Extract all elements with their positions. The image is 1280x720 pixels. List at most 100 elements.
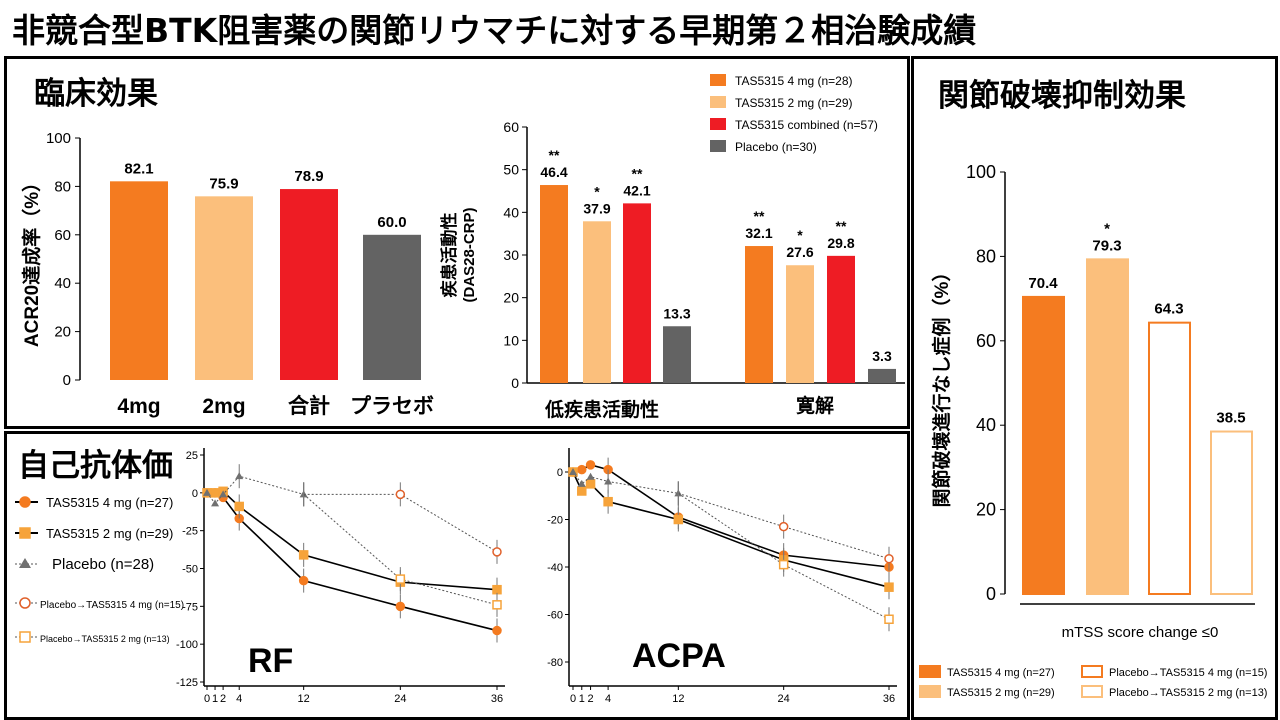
data-point bbox=[884, 582, 894, 592]
y-tick-label: 80 bbox=[54, 178, 71, 195]
y-tick-label: -100 bbox=[176, 639, 198, 651]
significance-mark: * bbox=[594, 183, 600, 199]
x-tick-label: 36 bbox=[491, 693, 503, 705]
data-label: 70.4 bbox=[1028, 275, 1058, 292]
legend-marker bbox=[19, 496, 31, 508]
autoantibody-heading: 自己抗体価 bbox=[18, 448, 173, 484]
data-point bbox=[569, 468, 577, 475]
legend-label: Placebo (n=28) bbox=[52, 556, 154, 573]
data-point bbox=[395, 489, 406, 500]
legend-label: Placebo→TAS5315 2 mg (n=13) bbox=[40, 634, 170, 644]
y-tick-label: 100 bbox=[966, 162, 996, 182]
y-tick-label: 50 bbox=[503, 162, 519, 178]
y-tick-label: 10 bbox=[503, 332, 519, 348]
y-tick-label: 40 bbox=[976, 415, 996, 435]
y-axis-label: (DAS28-CRP) bbox=[461, 207, 478, 302]
legend-label: Placebo (n=30) bbox=[735, 140, 817, 154]
data-point bbox=[234, 501, 244, 512]
x-tick-label: 12 bbox=[298, 693, 310, 705]
bar-3 bbox=[363, 234, 421, 380]
y-tick-label: 0 bbox=[511, 375, 519, 391]
y-tick-label: 0 bbox=[192, 488, 198, 500]
y-axis-label: ACR20達成率（%） bbox=[20, 173, 43, 347]
x-tick-label: 1 bbox=[579, 693, 585, 705]
data-point bbox=[298, 550, 309, 560]
bar-3-1 bbox=[868, 368, 896, 383]
x-tick-label: 12 bbox=[672, 693, 684, 705]
x-tick-label: 2 bbox=[587, 693, 593, 705]
y-tick-label: 60 bbox=[54, 227, 71, 244]
significance-mark: ** bbox=[632, 165, 643, 181]
significance-mark: * bbox=[1104, 220, 1110, 237]
x-tick-label: 0 bbox=[204, 693, 210, 705]
data-label: 37.9 bbox=[583, 200, 610, 216]
legend-marker bbox=[19, 631, 31, 643]
data-label: 64.3 bbox=[1154, 301, 1183, 318]
y-axis-label: 疾患活動性 bbox=[439, 213, 459, 298]
data-point bbox=[884, 614, 894, 624]
legend-swatch bbox=[710, 96, 726, 108]
legend-label: TAS5315 4 mg (n=27) bbox=[947, 667, 1055, 679]
y-tick-label: -75 bbox=[182, 601, 198, 613]
series-line-0 bbox=[572, 464, 890, 568]
bar-0-1 bbox=[745, 246, 773, 383]
data-point bbox=[586, 472, 595, 480]
legend-label: TAS5315 4 mg (n=27) bbox=[46, 495, 173, 510]
bar-1 bbox=[195, 196, 253, 380]
y-tick-label: 100 bbox=[46, 130, 71, 147]
chart-label: ACPA bbox=[632, 637, 726, 675]
data-label: 60.0 bbox=[377, 214, 406, 231]
x-tick-label: 0 bbox=[570, 693, 576, 705]
legend-label: TAS5315 2 mg (n=29) bbox=[947, 687, 1055, 699]
chart-label: RF bbox=[248, 642, 293, 680]
series-line-3 bbox=[678, 492, 890, 560]
y-tick-label: -80 bbox=[547, 657, 563, 669]
data-point bbox=[395, 574, 406, 584]
data-label: 3.3 bbox=[872, 348, 892, 364]
y-tick-label: -125 bbox=[176, 677, 198, 689]
data-label: 13.3 bbox=[663, 305, 690, 321]
legend-swatch bbox=[710, 74, 726, 86]
data-label: 29.8 bbox=[827, 235, 854, 251]
y-tick-label: -60 bbox=[547, 610, 563, 622]
bar-1-0 bbox=[583, 221, 611, 383]
category-label: 4mg bbox=[117, 395, 160, 418]
legend-swatch bbox=[710, 140, 726, 152]
data-point bbox=[585, 460, 596, 470]
legend-swatch bbox=[1081, 665, 1103, 678]
data-point bbox=[778, 521, 789, 532]
x-tick-label: 1 bbox=[212, 693, 218, 705]
data-point bbox=[492, 584, 502, 595]
bar-0 bbox=[1022, 295, 1065, 595]
data-label: 79.3 bbox=[1092, 237, 1121, 254]
legend-swatch bbox=[1081, 685, 1103, 698]
x-axis-label: mTSS score change ≤0 bbox=[1062, 624, 1219, 641]
y-tick-label: 0 bbox=[986, 584, 996, 604]
data-label: 42.1 bbox=[623, 182, 650, 198]
legend-marker bbox=[19, 527, 31, 539]
x-tick-label: 4 bbox=[236, 693, 242, 705]
data-point bbox=[492, 625, 502, 636]
legend-swatch bbox=[710, 118, 726, 130]
bar-2-0 bbox=[623, 203, 651, 383]
legend-label: TAS5315 2 mg (n=29) bbox=[735, 96, 853, 110]
data-label: 27.6 bbox=[786, 244, 813, 260]
bar-0-0 bbox=[540, 185, 568, 383]
y-tick-label: 20 bbox=[976, 500, 996, 520]
legend-swatch bbox=[919, 685, 941, 698]
data-point bbox=[211, 499, 220, 507]
category-label: 低疾患活動性 bbox=[544, 398, 659, 421]
data-label: 32.1 bbox=[745, 225, 772, 241]
series-line-2 bbox=[572, 471, 679, 494]
y-tick-label: -20 bbox=[547, 515, 563, 527]
y-tick-label: 20 bbox=[54, 324, 71, 341]
legend-label: TAS5315 2 mg (n=29) bbox=[46, 526, 173, 541]
data-point bbox=[673, 514, 684, 525]
category-label: 合計 bbox=[288, 394, 330, 418]
series-line-1 bbox=[572, 471, 890, 588]
data-point bbox=[884, 553, 894, 564]
bar-1-1 bbox=[786, 265, 814, 383]
data-label: 38.5 bbox=[1216, 410, 1245, 427]
clinical-effect-heading: 臨床効果 bbox=[34, 76, 158, 112]
